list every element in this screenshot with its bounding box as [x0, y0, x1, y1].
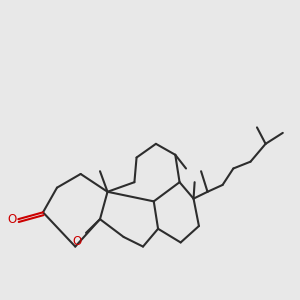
Text: O: O: [7, 213, 16, 226]
Text: O: O: [72, 235, 82, 248]
